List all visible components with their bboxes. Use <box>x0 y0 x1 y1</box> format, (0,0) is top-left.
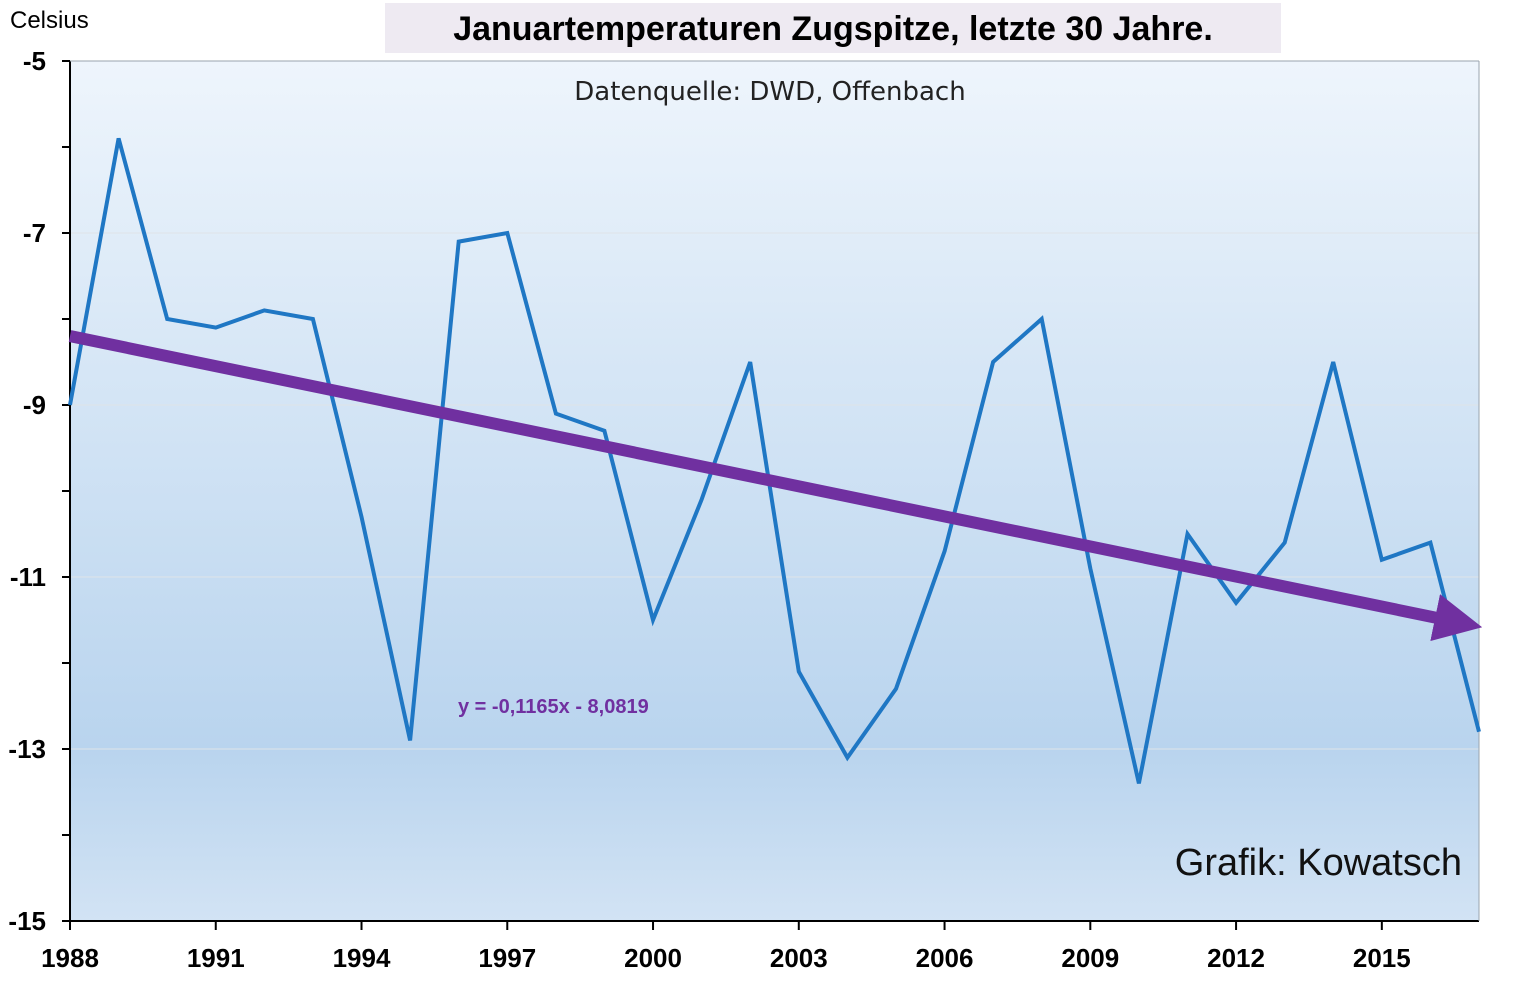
x-tick-label: 2009 <box>1061 943 1119 973</box>
chart-title: Januartemperaturen Zugspitze, letzte 30 … <box>453 10 1213 48</box>
x-tick-label: 1991 <box>187 943 245 973</box>
y-tick-label: -13 <box>8 734 46 764</box>
x-tick-label: 1988 <box>41 943 99 973</box>
series <box>68 137 1481 784</box>
gridlines <box>70 232 1479 750</box>
x-tick-label: 2015 <box>1353 943 1411 973</box>
x-tick-label: 2006 <box>916 943 974 973</box>
y-tick-label: -5 <box>23 46 46 76</box>
y-tick-label: -9 <box>23 390 46 420</box>
y-tick-label: -11 <box>10 562 46 592</box>
axes <box>62 60 1480 930</box>
series-line <box>68 137 1481 784</box>
x-tick-label: 1994 <box>333 943 391 973</box>
chart-subtitle: Datenquelle: DWD, Offenbach <box>574 77 965 107</box>
x-tick-label: 1997 <box>478 943 536 973</box>
trendline-arrow <box>68 330 1483 642</box>
trendline-equation: y = -0,1165x - 8,0819 <box>458 696 649 718</box>
y-axis-unit-label: Celsius <box>10 7 89 34</box>
x-tick-label: 2012 <box>1207 943 1265 973</box>
x-tick-label: 2003 <box>770 943 828 973</box>
y-tick-label: -15 <box>8 906 46 936</box>
title-background <box>385 3 1281 53</box>
chart-credit: Grafik: Kowatsch <box>1175 842 1462 884</box>
tick-labels: -5 -7 -9 -11 -13 -15 1988 1991 1994 1997 2000 2003 2… <box>8 46 1410 973</box>
y-tick-label: -7 <box>23 218 46 248</box>
plot-area <box>70 61 1479 921</box>
x-tick-label: 2000 <box>624 943 682 973</box>
trendline <box>68 330 1483 642</box>
